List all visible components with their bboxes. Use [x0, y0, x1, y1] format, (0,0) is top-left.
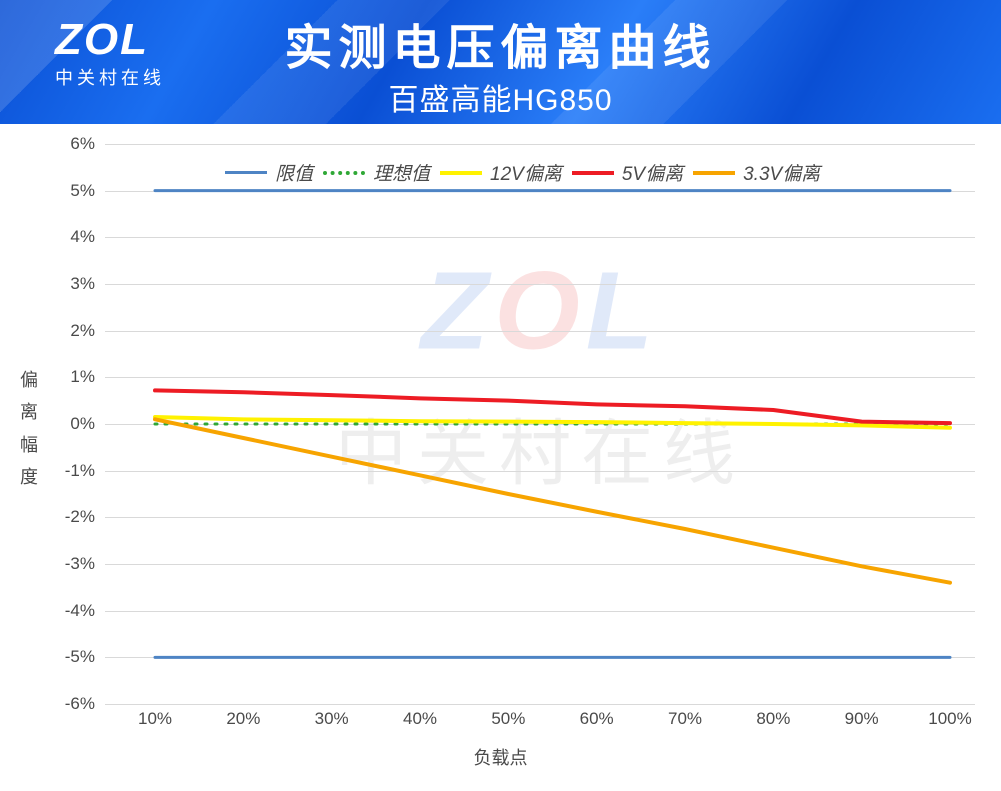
y-tick-label: -6% — [45, 694, 95, 714]
x-tick-label: 40% — [403, 709, 437, 729]
legend-label: 12V偏离 — [490, 159, 562, 186]
legend-swatch — [323, 171, 365, 175]
y-tick-label: -4% — [45, 601, 95, 621]
legend-swatch — [693, 171, 735, 175]
x-tick-label: 20% — [226, 709, 260, 729]
x-tick-label: 80% — [756, 709, 790, 729]
series-line — [155, 419, 950, 582]
y-tick-label: 1% — [45, 367, 95, 387]
legend-label: 理想值 — [373, 159, 430, 186]
x-tick-label: 50% — [491, 709, 525, 729]
legend-item: 5V偏离 — [572, 159, 683, 186]
y-axis-label: 偏离幅度 — [20, 364, 38, 494]
y-tick-label: 3% — [45, 274, 95, 294]
x-tick-label: 90% — [845, 709, 879, 729]
y-tick-label: 5% — [45, 181, 95, 201]
y-tick-label: 2% — [45, 321, 95, 341]
x-tick-label: 100% — [928, 709, 971, 729]
x-tick-label: 30% — [315, 709, 349, 729]
legend-item: 限值 — [225, 159, 313, 186]
chart-title: 实测电压偏离曲线 — [0, 8, 1001, 78]
legend-label: 5V偏离 — [622, 159, 683, 186]
chart-subtitle: 百盛高能HG850 — [0, 75, 1001, 119]
legend-swatch — [225, 171, 267, 174]
y-tick-label: 0% — [45, 414, 95, 434]
x-axis-label: 负载点 — [0, 744, 1001, 770]
gridline — [105, 704, 975, 705]
legend-swatch — [440, 171, 482, 175]
legend-item: 12V偏离 — [440, 159, 562, 186]
y-tick-label: -5% — [45, 647, 95, 667]
y-tick-label: -1% — [45, 461, 95, 481]
y-tick-label: -3% — [45, 554, 95, 574]
x-tick-label: 10% — [138, 709, 172, 729]
header-banner: ZOL 中关村在线 实测电压偏离曲线 百盛高能HG850 — [0, 0, 1001, 124]
x-tick-label: 60% — [580, 709, 614, 729]
x-tick-label: 70% — [668, 709, 702, 729]
legend: 限值 理想值 12V偏离 5V偏离 3.3V偏离 — [225, 159, 820, 186]
chart-area: 偏离幅度 负载点 ZOL 中关村在线 6%5%4%3%2%1%0%-1%-2%-… — [0, 124, 1001, 791]
legend-label: 3.3V偏离 — [743, 159, 820, 186]
legend-label: 限值 — [275, 159, 313, 186]
chart-lines — [105, 144, 975, 704]
legend-item: 3.3V偏离 — [693, 159, 820, 186]
legend-item: 理想值 — [323, 159, 430, 186]
y-tick-label: 6% — [45, 134, 95, 154]
y-tick-label: -2% — [45, 507, 95, 527]
legend-swatch — [572, 171, 614, 175]
y-tick-label: 4% — [45, 227, 95, 247]
plot-region: ZOL 中关村在线 6%5%4%3%2%1%0%-1%-2%-3%-4%-5%-… — [105, 144, 975, 704]
